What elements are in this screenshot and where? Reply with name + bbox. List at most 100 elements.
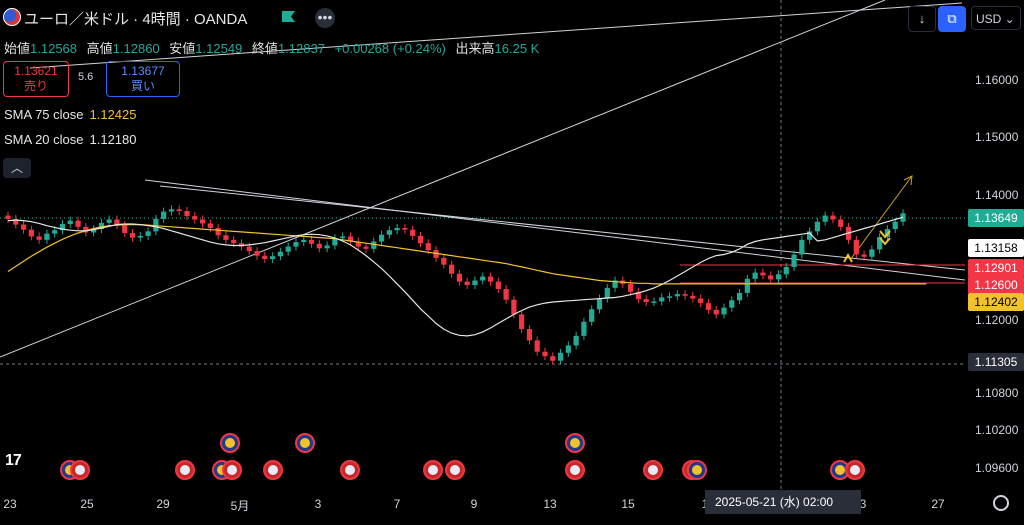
candle-body: [666, 296, 673, 298]
candle-body: [791, 254, 797, 267]
tradingview-logo[interactable]: 17: [5, 452, 22, 469]
sell-price: 1.13621: [14, 64, 58, 78]
currency-select[interactable]: USD ⌄: [971, 6, 1021, 30]
candle-body: [316, 243, 322, 249]
candle-body: [308, 239, 315, 244]
candle-body: [744, 278, 750, 293]
buy-button[interactable]: 1.13677 買い: [106, 61, 180, 97]
chart-header: ユーロ／米ドル · 4時間 · OANDA •••: [0, 0, 1024, 34]
event-icon-core: [570, 465, 580, 475]
event-icon-core: [648, 465, 658, 475]
down-arrow-button[interactable]: ↓: [908, 6, 936, 32]
candle-body: [596, 298, 603, 310]
date-tick: 23: [3, 497, 17, 511]
candle-body: [215, 227, 221, 236]
open-label: 始値: [4, 41, 31, 56]
price-tick: 1.10200: [975, 423, 1019, 437]
candle-body: [246, 246, 252, 252]
price-tag: 1.13158: [968, 239, 1024, 257]
price-tag: 1.12402: [968, 293, 1024, 311]
candle-body: [91, 229, 97, 233]
close-value: 1.12837: [277, 41, 325, 56]
price-tick: 1.12000: [975, 313, 1019, 327]
candle-body: [550, 356, 556, 361]
event-icon-core: [428, 465, 438, 475]
sma20-value: 1.12180: [89, 132, 137, 147]
candle-body: [729, 300, 735, 308]
candle-body: [869, 249, 875, 257]
date-tick: 29: [156, 497, 170, 511]
collapse-legend-icon[interactable]: ︿: [3, 158, 31, 178]
candle-body: [713, 309, 719, 315]
projection-arrow-head: [903, 175, 913, 186]
candle-body: [830, 215, 836, 220]
candle-body: [449, 264, 455, 274]
chart-settings-icon[interactable]: [993, 495, 1009, 511]
date-tick: 3: [859, 497, 867, 511]
price-tag: 1.13649: [968, 209, 1024, 227]
candle-body: [36, 236, 42, 240]
candle-body: [199, 219, 206, 224]
close-label: 終値: [251, 41, 278, 56]
price-tick: 1.10800: [975, 386, 1019, 400]
low-value: 1.12549: [195, 41, 243, 56]
candle-body: [285, 246, 291, 252]
open-value: 1.12568: [30, 41, 78, 56]
candle-body: [635, 291, 641, 300]
candle-body: [659, 297, 665, 302]
candle-body: [456, 273, 462, 282]
candle-body: [52, 230, 58, 234]
candle-body: [534, 340, 540, 352]
candle-body: [59, 224, 66, 231]
candle-body: [83, 226, 89, 233]
sma75-legend[interactable]: SMA 75 close 1.12425: [4, 107, 137, 122]
sell-signal-arrow-2: [879, 237, 891, 246]
event-icon-core: [227, 465, 237, 475]
projection-arrow: [849, 175, 913, 261]
sell-button[interactable]: 1.13621 売り: [3, 61, 69, 97]
candle-body: [589, 309, 595, 322]
candle-body: [519, 314, 525, 330]
date-tick: 9: [470, 497, 478, 511]
candle-body: [410, 229, 416, 236]
candle-body: [441, 257, 447, 265]
date-tick: 25: [80, 497, 94, 511]
trend-line-up: [0, 0, 886, 358]
volume-label: 出来高: [455, 41, 495, 56]
candle-body: [106, 219, 112, 223]
change-value: +0.00268 (+0.24%): [334, 41, 446, 56]
sma20-legend[interactable]: SMA 20 close 1.12180: [4, 132, 137, 147]
candle-body: [270, 256, 276, 260]
ohlc-legend: 始値1.12568 高値1.12860 安値1.12549 終値1.12837 …: [4, 38, 545, 57]
candle-body: [487, 276, 494, 282]
candle-body: [262, 255, 268, 260]
candle-body: [13, 218, 19, 225]
symbol-title[interactable]: ユーロ／米ドル · 4時間 · OANDA: [24, 11, 248, 28]
candle-body: [223, 235, 229, 240]
date-tick: 7: [393, 497, 401, 511]
price-tick: 1.14000: [975, 188, 1019, 202]
candle-body: [807, 231, 813, 240]
trend-line-down-1: [144, 179, 966, 281]
candle-body: [643, 299, 649, 302]
candle-body: [682, 294, 688, 296]
candle-body: [838, 219, 844, 227]
price-tag: 1.11305: [968, 353, 1024, 371]
candle-body: [783, 266, 789, 275]
candle-body: [721, 307, 727, 315]
candle-body: [277, 251, 283, 257]
buy-label: 買い: [130, 79, 155, 93]
event-icon-core: [345, 465, 355, 475]
candle-body: [231, 239, 237, 244]
more-options-button[interactable]: •••: [315, 8, 335, 28]
price-tick: 1.15000: [975, 130, 1019, 144]
trend-line-top: [29, 2, 963, 69]
candle-body: [581, 321, 587, 336]
sync-icon[interactable]: ⧉: [938, 6, 966, 32]
price-tag: 1.12901: [968, 259, 1024, 277]
candle-body: [472, 280, 478, 286]
candle-body: [324, 245, 330, 249]
candle-body: [495, 281, 501, 289]
candle-body: [705, 303, 712, 310]
